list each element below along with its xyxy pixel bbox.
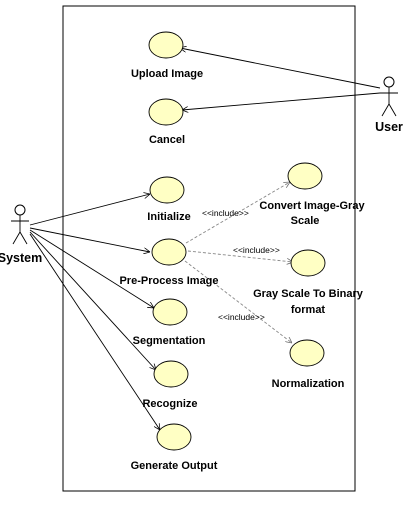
user-to-cancel bbox=[182, 92, 381, 110]
use-case-label-initialize: Initialize bbox=[147, 211, 190, 223]
system-to-pre-process bbox=[29, 227, 150, 252]
use-case-label-pre-process-image: Pre-Process Image bbox=[119, 275, 218, 287]
use-case-label-gray-binary-1: Gray Scale To Binary bbox=[253, 288, 364, 300]
use-case-recognize bbox=[153, 360, 189, 388]
system-to-recognize bbox=[29, 231, 156, 370]
use-case-normalization bbox=[289, 339, 325, 367]
actor-user bbox=[380, 76, 398, 117]
actor-user-head bbox=[383, 76, 395, 88]
use-case-upload-image bbox=[148, 31, 184, 59]
use-case-convert-image-gray-scale bbox=[287, 162, 323, 190]
actor-label-user: User bbox=[375, 120, 403, 134]
use-case-segmentation bbox=[152, 298, 188, 326]
include-label-3: <<include>> bbox=[218, 312, 265, 322]
user-to-upload-image bbox=[180, 48, 381, 89]
use-case-label-convert-gray-1: Convert Image-Gray bbox=[259, 200, 365, 212]
use-case-initialize bbox=[149, 176, 185, 204]
use-case-label-upload-image: Upload Image bbox=[131, 68, 203, 80]
include-label-2: <<include>> bbox=[233, 245, 280, 255]
use-case-cancel bbox=[148, 98, 184, 126]
use-case-generate-output bbox=[156, 423, 192, 451]
use-case-label-normalization: Normalization bbox=[272, 378, 345, 390]
actor-system-head bbox=[14, 204, 26, 216]
use-case-label-recognize: Recognize bbox=[142, 398, 197, 410]
include-line-gray-binary bbox=[187, 250, 293, 262]
use-case-label-generate-output: Generate Output bbox=[131, 460, 218, 472]
use-case-pre-process-image bbox=[151, 238, 187, 266]
include-line-normalization bbox=[184, 260, 292, 343]
use-case-gray-scale-to-binary bbox=[290, 249, 326, 277]
system-to-generate-output bbox=[29, 233, 160, 430]
include-line-convert-gray bbox=[185, 182, 290, 244]
actor-system bbox=[11, 204, 29, 245]
use-case-label-cancel: Cancel bbox=[149, 134, 185, 146]
system-boundary bbox=[62, 5, 356, 492]
system-to-initialize bbox=[29, 194, 150, 226]
system-to-segmentation bbox=[29, 229, 154, 308]
use-case-label-convert-gray-2: Scale bbox=[291, 215, 320, 227]
actor-label-system: System bbox=[0, 251, 42, 265]
use-case-label-segmentation: Segmentation bbox=[133, 335, 206, 347]
use-case-label-gray-binary-2: format bbox=[291, 304, 326, 316]
include-label-1: <<include>> bbox=[202, 208, 249, 218]
